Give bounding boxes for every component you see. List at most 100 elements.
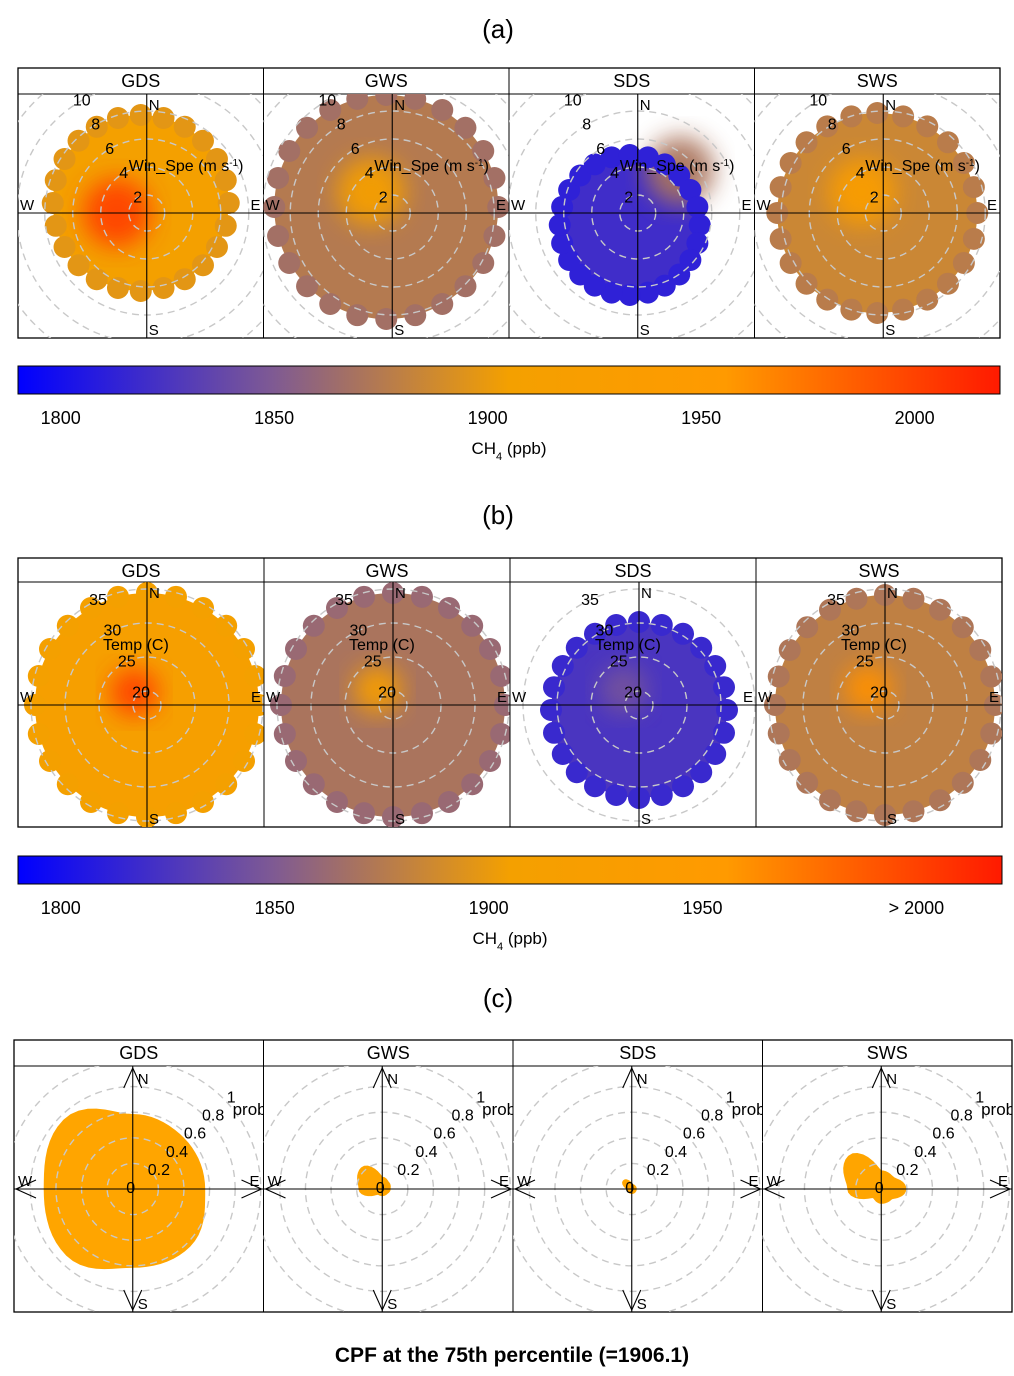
heat-edge <box>795 272 818 295</box>
heat-edge <box>302 614 325 637</box>
radial-axis-label: Temp (C) <box>841 637 907 654</box>
section-a-label: (a) <box>482 14 514 44</box>
heat-edge <box>551 743 574 765</box>
heat-edge <box>672 622 694 645</box>
radial-tick-label: 35 <box>335 592 353 609</box>
heat-edge <box>767 722 790 745</box>
radial-tick-label: 6 <box>351 141 360 158</box>
panel-strip-label: GDS <box>121 71 160 91</box>
heat-edge <box>584 775 606 798</box>
heat-edge <box>713 721 736 744</box>
heat-edge <box>713 676 736 699</box>
radial-axis-label: Win_Spe (m s-1) <box>374 158 489 176</box>
heat-edge <box>951 616 974 639</box>
heat-edge <box>650 784 673 807</box>
radial-tick-label: 30 <box>349 623 367 640</box>
panel-strip-label: SWS <box>867 1043 908 1063</box>
heat-edge <box>936 272 959 295</box>
heat-edge <box>916 115 939 138</box>
radial-tick-label: 6 <box>842 141 851 158</box>
radial-tick-label: 1 <box>227 1089 236 1106</box>
compass-s: S <box>637 1296 647 1313</box>
colorbar-title: CH4 (ppb) <box>472 929 547 953</box>
heat-edge <box>902 587 925 610</box>
radial-tick-label: 8 <box>582 117 591 134</box>
heat-edge <box>769 227 792 250</box>
compass-w: W <box>268 1173 283 1190</box>
radial-tick-label: 30 <box>103 623 121 640</box>
radial-tick-label: 35 <box>89 592 107 609</box>
compass-e: E <box>998 1173 1008 1190</box>
radial-tick-label: 0.6 <box>932 1126 954 1143</box>
heat-edge <box>232 750 255 772</box>
radial-axis-label: Temp (C) <box>103 637 169 654</box>
colorbar-title-unit: (ppb) <box>502 439 546 458</box>
heat-edge <box>27 665 50 688</box>
compass-s: S <box>149 322 159 339</box>
heat-edge <box>565 636 588 659</box>
compass-e: E <box>748 1173 758 1190</box>
radial-tick-label: 35 <box>581 592 599 609</box>
radial-tick-label: 0.4 <box>665 1144 687 1161</box>
radial-tick-label: 12 <box>304 68 322 85</box>
heat-hotspot <box>353 665 402 714</box>
heat-edge <box>454 275 477 298</box>
radial-tick-label: 20 <box>378 684 396 701</box>
colorbar-tick-label: 1850 <box>255 898 295 918</box>
arrow-e <box>241 1179 263 1199</box>
compass-e: E <box>250 197 260 214</box>
heat-edge <box>892 298 915 321</box>
heat-edge <box>490 722 510 745</box>
heat-edge <box>558 249 581 271</box>
colorbar-gradient <box>17 365 1001 395</box>
polar-panel-gds: N S E W 20 25 30 35 Temp (C) <box>18 582 264 827</box>
radial-tick-label: 25 <box>610 653 628 670</box>
compass-n: N <box>149 585 160 602</box>
heat-edge <box>53 148 76 170</box>
colorbar-tick-label: 1850 <box>254 408 294 428</box>
heat-edge <box>605 784 628 807</box>
heat-edge <box>129 280 152 302</box>
heat-edge <box>319 99 342 122</box>
radial-tick-label: 1 <box>726 1089 735 1106</box>
heat-edge <box>431 99 454 122</box>
radial-tick-label: 30 <box>841 623 859 640</box>
radial-axis-label-end: ) <box>729 158 734 175</box>
compass-n: N <box>138 1071 149 1088</box>
colorbar-title: CH4 (ppb) <box>471 439 546 463</box>
heat-edge <box>704 743 727 765</box>
compass-s: S <box>641 811 651 828</box>
heat-edge <box>461 614 484 637</box>
heat-edge <box>152 106 175 129</box>
arrow-e <box>740 1179 762 1199</box>
compass-e: E <box>496 197 506 214</box>
radial-tick-label: 6 <box>596 141 605 158</box>
radial-tick-label: 10 <box>73 92 91 109</box>
heat-edge <box>980 665 1002 688</box>
heat-edge <box>217 192 240 214</box>
compass-s: S <box>394 322 404 339</box>
compass-w: W <box>511 197 526 214</box>
heat-edge <box>107 585 130 608</box>
heat-edge <box>173 268 196 291</box>
heat-edge <box>152 277 175 300</box>
heat-edge <box>653 274 676 297</box>
heat-edge <box>296 275 319 298</box>
compass-s: S <box>886 1296 896 1313</box>
colorbar-tick-label: 1800 <box>41 408 81 428</box>
heat-edge <box>796 616 819 639</box>
colorbar-tick-label: 1900 <box>469 898 509 918</box>
heat-edge <box>936 131 959 154</box>
arrow-s <box>123 1289 143 1312</box>
radial-tick-label: 8 <box>91 117 100 134</box>
radial-tick-label: 4 <box>856 165 865 182</box>
compass-w: W <box>512 689 527 706</box>
heat-hotspot <box>110 668 159 717</box>
heat-edge <box>346 94 369 110</box>
heat-edge <box>164 802 187 825</box>
compass-w: W <box>757 197 772 214</box>
heat-edge <box>404 94 427 110</box>
